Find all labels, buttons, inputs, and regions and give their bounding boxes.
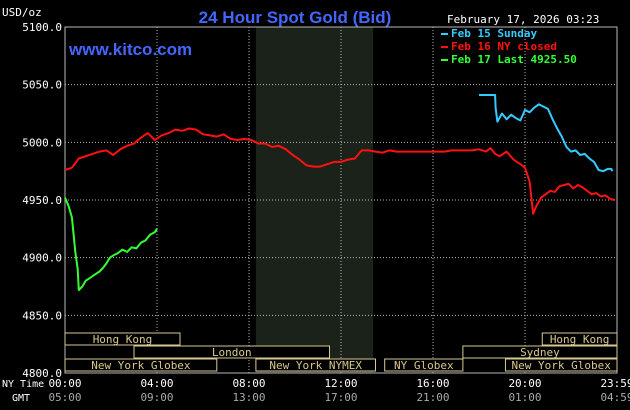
legend-entry: Feb 15 Sunday <box>451 27 537 40</box>
y-tick-label: 4900.0 <box>22 252 62 265</box>
legend-entry: Feb 16 NY closed <box>451 40 557 53</box>
session-label: New York Globex <box>512 359 612 372</box>
session-box <box>64 332 181 346</box>
session-label: Hong Kong <box>550 333 610 346</box>
x-axis-label-ny: NY Time <box>2 379 44 390</box>
series-lines <box>64 94 615 291</box>
y-tick-label: 5000.0 <box>22 136 62 149</box>
session-box <box>541 332 618 346</box>
x-tick-label-ny: 00:00 <box>48 377 81 390</box>
y-tick-label: 5050.0 <box>22 79 62 92</box>
x-tick-label-gmt: 04:59 <box>600 391 630 404</box>
x-tick-label-gmt: 01:00 <box>508 391 541 404</box>
session-box <box>504 358 618 372</box>
session-label: NY Globex <box>394 359 454 372</box>
x-tick-label-ny: 08:00 <box>232 377 265 390</box>
x-tick-label-ny: 12:00 <box>324 377 357 390</box>
session-label: Hong Kong <box>93 333 153 346</box>
x-tick-label-gmt: 21:00 <box>416 391 449 404</box>
y-ticks: 5100.0 5050.0 5000.0 4950.0 4900.0 4850.0 4800… <box>22 21 62 380</box>
session-box <box>64 358 218 372</box>
y-tick-label: 4800.0 <box>22 367 62 380</box>
session-box <box>133 345 330 359</box>
session-label: New York NYMEX <box>269 359 362 372</box>
session-label: Sydney <box>520 346 560 359</box>
y-axis-unit: USD/oz <box>2 6 42 19</box>
session-box <box>384 358 464 372</box>
y-tick-label: 4850.0 <box>22 309 62 322</box>
x-tick-label-ny: 16:00 <box>416 377 449 390</box>
x-tick-label-ny: 20:00 <box>508 377 541 390</box>
x-tick-label-gmt: 05:00 <box>48 391 81 404</box>
y-tick-label: 4950.0 <box>22 194 62 207</box>
timestamp: February 17, 2026 03:23 <box>447 13 599 26</box>
chart-title: 24 Hour Spot Gold (Bid) <box>199 8 392 27</box>
x-tick-label-ny: 04:00 <box>140 377 173 390</box>
x-tick-label-gmt: 17:00 <box>324 391 357 404</box>
series-line <box>479 94 614 173</box>
x-tick-label-gmt: 13:00 <box>232 391 265 404</box>
grid <box>64 26 618 374</box>
series-line <box>64 127 615 215</box>
y-tick-label: 5100.0 <box>22 21 62 34</box>
series-line <box>64 197 158 291</box>
x-axis-label-gmt: GMT <box>12 393 30 404</box>
watermark: www.kitco.com <box>68 40 192 59</box>
legend-entry: Feb 17 Last 4925.50 <box>451 53 577 66</box>
session-label: New York Globex <box>91 359 191 372</box>
session-label: London <box>212 346 252 359</box>
session-box <box>462 345 618 359</box>
x-tick-label-gmt: 09:00 <box>140 391 173 404</box>
session-box <box>255 358 376 372</box>
x-tick-label-ny: 23:59 <box>600 377 630 390</box>
